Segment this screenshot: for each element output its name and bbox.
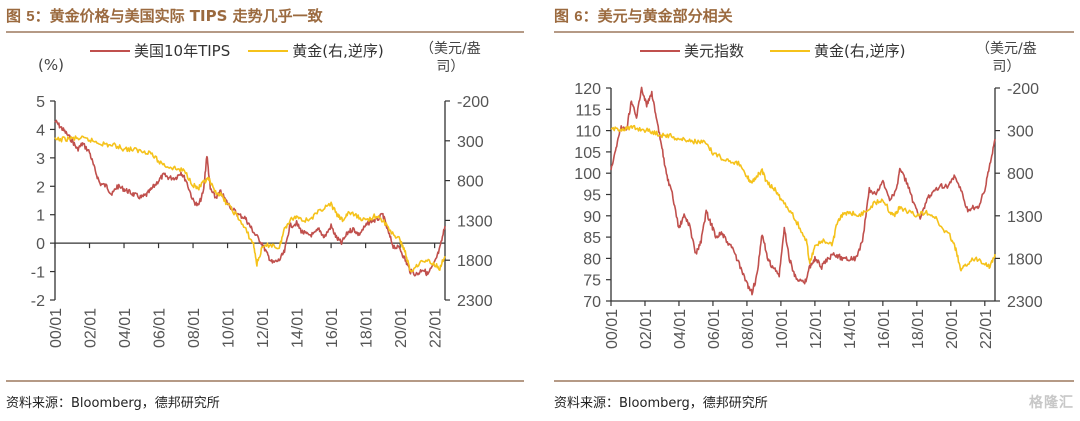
x-tick-label: 18/01 — [910, 309, 927, 349]
left-y-tick-label: 105 — [574, 145, 601, 162]
right-y-tick-label: 2300 — [1007, 294, 1043, 311]
left-y-tick-label: 80 — [583, 251, 601, 268]
figure-5-title-number: 5 — [26, 8, 35, 25]
left-y-tick-label: 0 — [36, 236, 45, 253]
figure-5-title-text: ：黄金价格与美国实际 TIPS 走势几乎一致 — [34, 7, 323, 25]
left-y-tick-label: 120 — [574, 81, 601, 98]
left-y-tick-label: 115 — [575, 102, 601, 119]
watermark-logo: 格隆汇 — [1029, 395, 1074, 411]
figure-5-panel: 图 5：黄金价格与美国实际 TIPS 走势几乎一致 美国10年TIPS 黄金(右… — [0, 0, 530, 421]
left-y-tick-label: 90 — [583, 209, 601, 226]
right-y-tick-label: 1300 — [457, 213, 493, 230]
figure-5-source: 资料来源：Bloomberg，德邦研究所 — [6, 396, 220, 411]
x-tick-label: 10/01 — [221, 308, 238, 348]
figure-6-panel: 图 6：美元与黄金部分相关 美元指数 黄金(右,逆序) （美元/盎 司） 120… — [548, 0, 1080, 421]
x-tick-label: 04/01 — [672, 309, 689, 349]
legend-item-tips: 美国10年TIPS — [90, 40, 230, 61]
left-y-tick-label: 95 — [583, 188, 601, 205]
left-axis-unit: (%) — [38, 56, 64, 74]
x-tick-label: 20/01 — [393, 308, 410, 348]
figure-5-legend: 美国10年TIPS 黄金(右,逆序) — [90, 40, 402, 61]
figure-6-title-text: ：美元与黄金部分相关 — [582, 7, 733, 25]
x-tick-label: 12/01 — [255, 308, 272, 348]
legend-swatch-dxy — [640, 49, 680, 52]
figure-5-bottom-rule — [6, 380, 524, 382]
figure-6-chart: 120 115 110 105 100 95 90 85 80 75 70 -200 300 800 130… — [574, 81, 1043, 349]
x-tick-label: 22/01 — [978, 309, 995, 349]
left-y-tick-label: 110 — [575, 124, 601, 141]
figure-5-chart: 5 4 3 2 1 0 -1 -2 -200 300 800 1300 1800 2300 00/01 02/… — [31, 94, 493, 348]
legend-label-dxy: 美元指数 — [684, 42, 745, 60]
legend-label-gold: 黄金(右,逆序) — [292, 42, 384, 60]
x-tick-label: 20/01 — [944, 309, 961, 349]
legend-label-gold: 黄金(右,逆序) — [814, 42, 906, 60]
x-tick-label: 06/01 — [152, 308, 169, 348]
legend-swatch-gold — [770, 49, 811, 52]
x-tick-label: 22/01 — [428, 308, 445, 348]
left-y-tick-label: 1 — [36, 208, 45, 225]
x-tick-label: 16/01 — [324, 308, 341, 348]
right-y-tick-label: 2300 — [457, 293, 493, 310]
right-y-tick-label: 800 — [457, 174, 484, 191]
right-y-tick-label: -200 — [457, 94, 489, 111]
legend-item-gold: 黄金(右,逆序) — [770, 40, 906, 61]
figure-6-title-number: 6 — [574, 8, 583, 25]
series-line-left — [610, 86, 996, 296]
left-y-tick-label: -1 — [31, 265, 45, 282]
figure-6-bottom-rule — [554, 380, 1074, 382]
right-axis-unit-line2: 司） — [992, 59, 1021, 75]
right-axis-unit-line2: 司） — [436, 59, 465, 75]
left-y-tick-label: 85 — [583, 230, 601, 247]
x-tick-label: 06/01 — [706, 309, 723, 349]
x-tick-label: 08/01 — [740, 309, 757, 349]
right-y-tick-label: 300 — [457, 134, 484, 151]
legend-swatch-tips — [90, 49, 130, 52]
left-y-tick-label: -2 — [31, 293, 45, 310]
left-y-tick-label: 3 — [36, 151, 45, 168]
legend-item-gold: 黄金(右,逆序) — [248, 40, 384, 61]
x-tick-label: 12/01 — [808, 309, 825, 349]
x-tick-label: 18/01 — [359, 308, 376, 348]
figure-6-title-prefix: 图 — [554, 7, 575, 25]
right-axis-unit-line1: （美元/盎 — [420, 41, 481, 57]
x-tick-label: 00/01 — [48, 308, 65, 348]
x-tick-label: 00/01 — [604, 309, 621, 349]
right-y-tick-label: 300 — [1007, 124, 1034, 141]
left-y-tick-label: 75 — [583, 273, 601, 290]
left-y-tick-label: 70 — [583, 294, 601, 311]
legend-label-tips: 美国10年TIPS — [134, 42, 231, 60]
legend-swatch-gold — [248, 49, 289, 52]
figure-6-legend: 美元指数 黄金(右,逆序) — [640, 40, 924, 61]
figure-6-title: 图 6：美元与黄金部分相关 — [554, 5, 733, 26]
right-y-tick-label: 1300 — [1007, 209, 1043, 226]
x-tick-label: 14/01 — [842, 309, 859, 349]
series-line-gold — [54, 135, 446, 273]
right-y-tick-label: 800 — [1007, 166, 1034, 183]
x-tick-label: 04/01 — [117, 308, 134, 348]
x-tick-label: 16/01 — [876, 309, 893, 349]
figure-6-top-rule — [554, 31, 1074, 33]
left-y-tick-label: 4 — [36, 122, 45, 139]
x-tick-label: 08/01 — [186, 308, 203, 348]
x-tick-label: 10/01 — [774, 309, 791, 349]
x-tick-label: 02/01 — [83, 308, 100, 348]
right-axis-unit-line1: （美元/盎 — [976, 41, 1037, 57]
right-y-tick-label: 1800 — [457, 253, 493, 270]
figure-5-title-prefix: 图 — [6, 7, 27, 25]
right-axis-unit: （美元/盎 司） — [976, 40, 1037, 76]
series-line-gold — [610, 124, 996, 272]
figure-5-top-rule — [6, 31, 524, 33]
figure-6-source: 资料来源：Bloomberg，德邦研究所 — [554, 396, 768, 411]
right-axis-unit: （美元/盎 司） — [420, 40, 481, 76]
right-y-tick-label: -200 — [1007, 81, 1039, 98]
left-y-tick-label: 2 — [36, 179, 45, 196]
x-tick-label: 14/01 — [290, 308, 307, 348]
x-tick-label: 02/01 — [638, 309, 655, 349]
legend-item-dxy: 美元指数 — [640, 40, 744, 61]
figure-5-title: 图 5：黄金价格与美国实际 TIPS 走势几乎一致 — [6, 5, 323, 26]
left-y-tick-label: 100 — [574, 166, 601, 183]
left-y-tick-label: 5 — [36, 94, 45, 111]
right-y-tick-label: 1800 — [1007, 251, 1043, 268]
